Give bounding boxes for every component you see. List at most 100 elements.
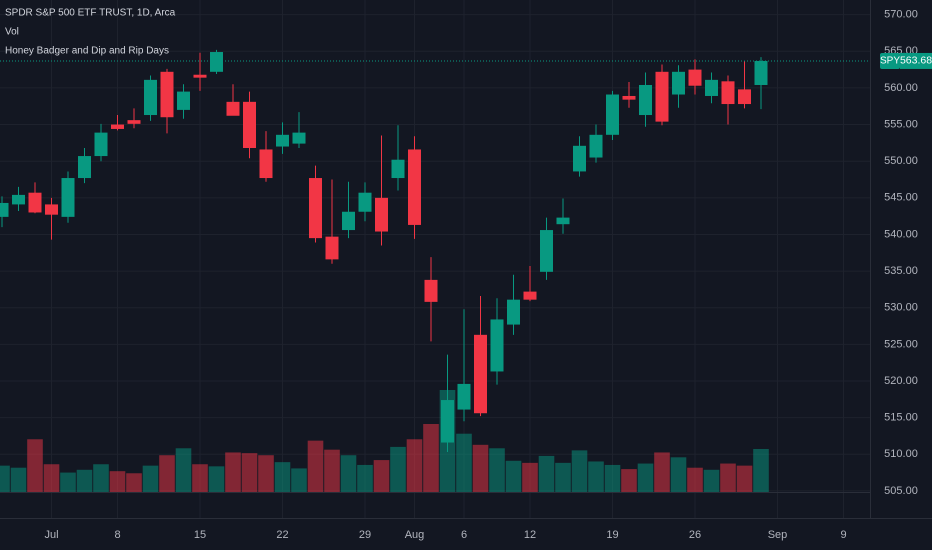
candle-body — [556, 217, 570, 225]
x-tick-label: 29 — [359, 529, 371, 541]
candle-body — [754, 60, 768, 85]
candle-body — [408, 149, 421, 225]
y-tick-label: 515.00 — [884, 412, 918, 424]
volume-bar — [373, 460, 390, 492]
candle-body — [474, 334, 487, 414]
candle-body — [424, 279, 438, 302]
price-tag-label: 563.68 — [900, 55, 932, 67]
volume-bar — [522, 462, 538, 492]
y-tick-label: 535.00 — [884, 265, 918, 277]
price-tag — [900, 52, 932, 69]
axes-layer: 505.00 510.00 515.00 520.00 525.00 530.00 535.… — [0, 9, 932, 541]
candle-body — [94, 132, 108, 157]
volume-bar — [472, 444, 489, 492]
y-tick-label: 545.00 — [884, 192, 918, 204]
volume-bar — [621, 469, 637, 492]
candle-body — [738, 89, 751, 105]
volume-bar — [555, 462, 571, 492]
candle-body — [441, 400, 454, 443]
y-tick-label: 505.00 — [884, 485, 918, 497]
volume-bar — [423, 424, 439, 492]
y-tick-label: 525.00 — [884, 338, 918, 350]
candle-body — [688, 69, 702, 86]
x-tick-label: 9 — [840, 529, 846, 541]
candle-body — [12, 194, 25, 205]
candle-body — [160, 71, 174, 118]
candle-body — [259, 149, 273, 179]
x-tick-label: 8 — [114, 529, 120, 541]
volume-bar — [720, 463, 736, 492]
indicator-label[interactable]: Vol — [5, 27, 19, 38]
x-tick-label: Aug — [405, 529, 425, 541]
candle-body — [540, 230, 553, 272]
volume-bar — [604, 464, 621, 492]
candle-body — [606, 94, 619, 135]
volume-bar — [324, 449, 340, 492]
volume-bar — [60, 472, 76, 492]
volume-bar — [142, 465, 159, 492]
candle-body — [342, 211, 355, 231]
x-tick-label: 22 — [276, 529, 288, 541]
x-tick-label: 19 — [606, 529, 618, 541]
volume-bar — [175, 448, 192, 492]
y-tick-label: 520.00 — [884, 375, 918, 387]
candle-body — [325, 236, 339, 260]
candle-body — [639, 84, 652, 116]
y-tick-label: 560.00 — [884, 82, 918, 94]
x-tick-label: Jul — [44, 529, 58, 541]
volume-bar — [43, 464, 60, 492]
indicator-label[interactable]: Honey Badger and Dip and Rip Days — [5, 46, 169, 57]
volume-bar — [654, 452, 670, 492]
volume-bar — [687, 467, 703, 492]
volume-bar — [489, 448, 505, 492]
volume-bar — [670, 457, 687, 492]
candle-body — [193, 74, 207, 78]
y-tick-label: 540.00 — [884, 228, 918, 240]
candle-body — [0, 202, 9, 217]
candle-body — [705, 79, 718, 96]
candle-body — [226, 101, 240, 116]
volume-bar — [505, 460, 522, 492]
y-tick-label: 555.00 — [884, 118, 918, 130]
chart-title[interactable]: SPDR S&P 500 ETF TRUST, 1D, Arca — [5, 8, 176, 19]
volume-bar — [406, 439, 423, 492]
volume-bar — [109, 471, 126, 492]
volume-bar — [274, 462, 291, 492]
volume-bar — [0, 465, 10, 492]
volume-bar — [703, 469, 720, 492]
candle-body — [622, 95, 636, 100]
volume-bar — [307, 440, 324, 492]
x-tick-label: 26 — [689, 529, 701, 541]
candle-body — [210, 52, 223, 72]
volume-bar — [192, 464, 208, 492]
candle-body — [292, 132, 306, 144]
candle-body — [589, 134, 603, 158]
volume-bar — [637, 463, 654, 492]
volume-bar — [571, 450, 588, 492]
volume-bar — [291, 468, 307, 492]
candle-body — [144, 79, 157, 116]
x-tick-label: 12 — [524, 529, 536, 541]
volume-bar — [159, 455, 175, 492]
volume-bar — [390, 446, 406, 492]
candle-body — [655, 71, 669, 122]
candle-body — [358, 192, 372, 212]
volume-bar — [208, 466, 225, 492]
candle-body — [721, 81, 735, 105]
volume-bar — [736, 465, 753, 492]
candle-body — [573, 145, 586, 172]
candle-body — [61, 178, 75, 217]
candle-body — [243, 101, 256, 148]
volume-bar — [27, 439, 43, 492]
volume-bar — [93, 464, 109, 492]
volume-layer — [0, 390, 870, 493]
candle-body — [127, 120, 141, 124]
candle-body — [523, 291, 537, 300]
y-tick-label: 570.00 — [884, 9, 918, 21]
volume-bar — [538, 455, 555, 492]
volume-bar — [588, 461, 604, 492]
volume-bar — [76, 469, 93, 492]
volume-bar — [225, 452, 241, 492]
x-tick-label: Sep — [768, 529, 788, 541]
